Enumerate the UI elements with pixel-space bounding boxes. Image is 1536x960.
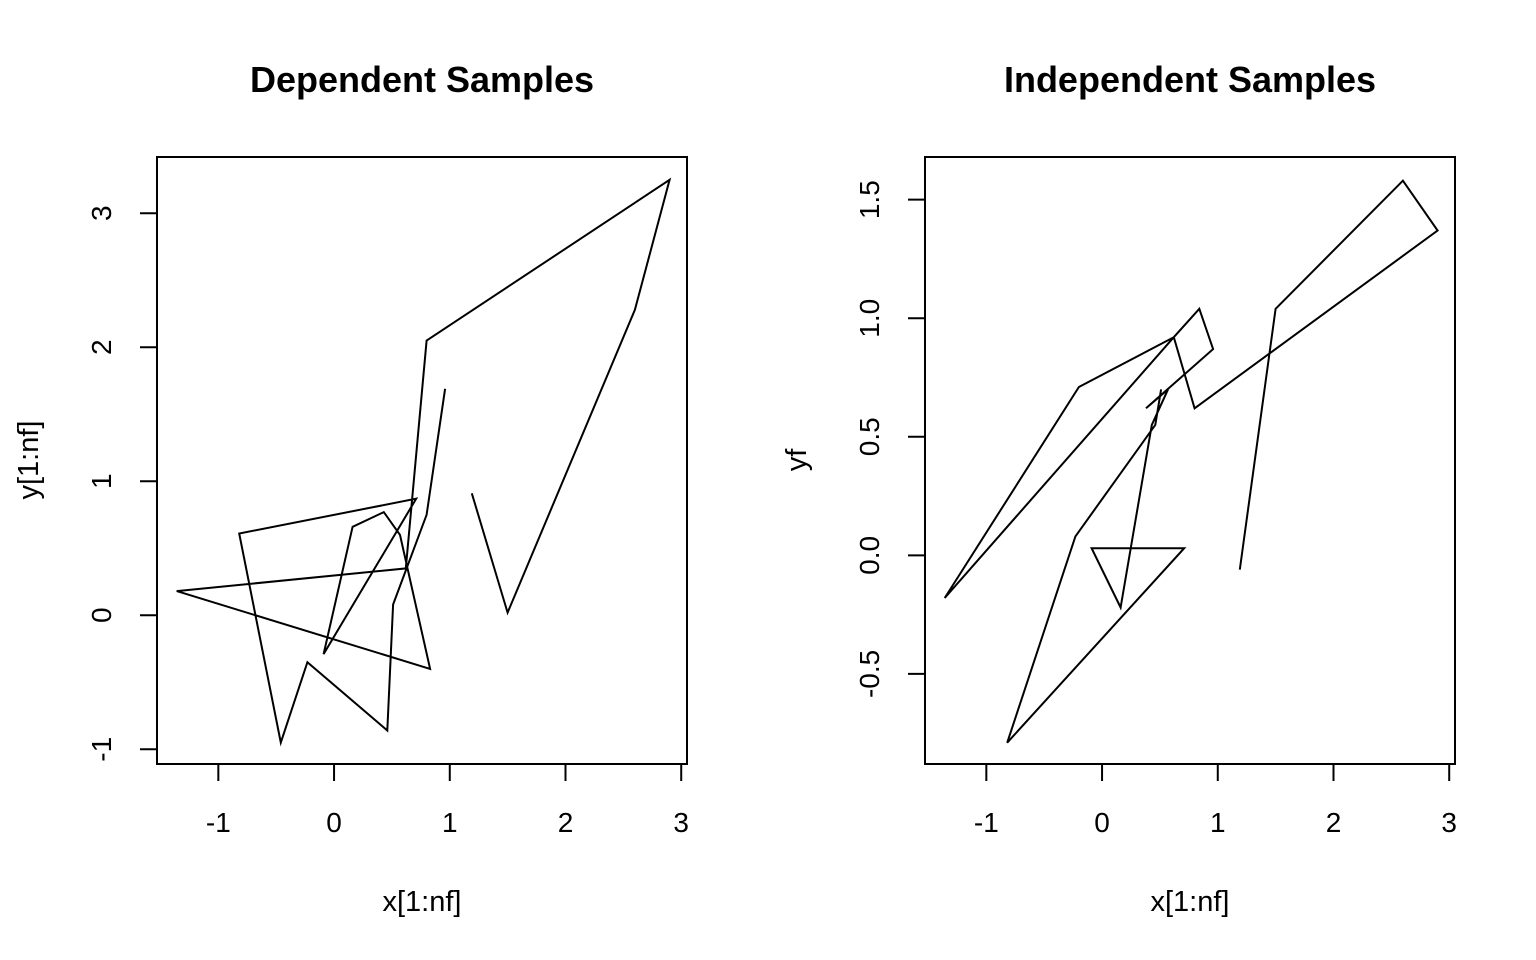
chart-title: Independent Samples	[1004, 59, 1376, 100]
x-axis: -1 0 1 2 3	[974, 763, 1457, 838]
series-line	[176, 177, 672, 747]
y-axis: -0.5 0.0 0.5 1.0 1.5	[854, 180, 926, 698]
y-tick-label: -1	[86, 737, 117, 762]
x-tick-label: 3	[673, 807, 689, 838]
y-tick-label: 3	[86, 205, 117, 221]
y-tick-label: -0.5	[854, 650, 885, 698]
series-line	[943, 179, 1439, 744]
x-tick-label: -1	[974, 807, 999, 838]
x-tick-label: 1	[1210, 807, 1226, 838]
y-tick-label: 0	[86, 607, 117, 623]
y-axis: -1 0 1 2 3	[86, 205, 158, 762]
x-tick-label: -1	[206, 807, 231, 838]
x-tick-label: 0	[1094, 807, 1110, 838]
y-tick-label: 2	[86, 339, 117, 355]
x-tick-label: 3	[1441, 807, 1457, 838]
y-axis-label: yf	[781, 448, 813, 472]
x-tick-label: 2	[558, 807, 574, 838]
x-axis: -1 0 1 2 3	[206, 763, 689, 838]
plot-frame	[156, 156, 688, 765]
x-tick-label: 1	[442, 807, 458, 838]
x-tick-label: 2	[1326, 807, 1342, 838]
y-tick-label: 0.0	[854, 536, 885, 575]
y-tick-label: 0.5	[854, 417, 885, 456]
x-tick-label: 0	[326, 807, 342, 838]
chart-title: Dependent Samples	[250, 59, 594, 100]
y-tick-label: 1	[86, 473, 117, 489]
y-axis-label: y[1:nf]	[13, 421, 45, 500]
y-tick-label: 1.5	[854, 180, 885, 219]
x-axis-label: x[1:nf]	[1151, 886, 1230, 918]
plot-panel-independent: Independent Samples -1 0 1 2 3 -0.5 0.0 0.5 1.0…	[781, 59, 1457, 918]
x-axis-label: x[1:nf]	[383, 886, 462, 918]
plot-frame	[924, 156, 1456, 765]
y-tick-label: 1.0	[854, 299, 885, 338]
